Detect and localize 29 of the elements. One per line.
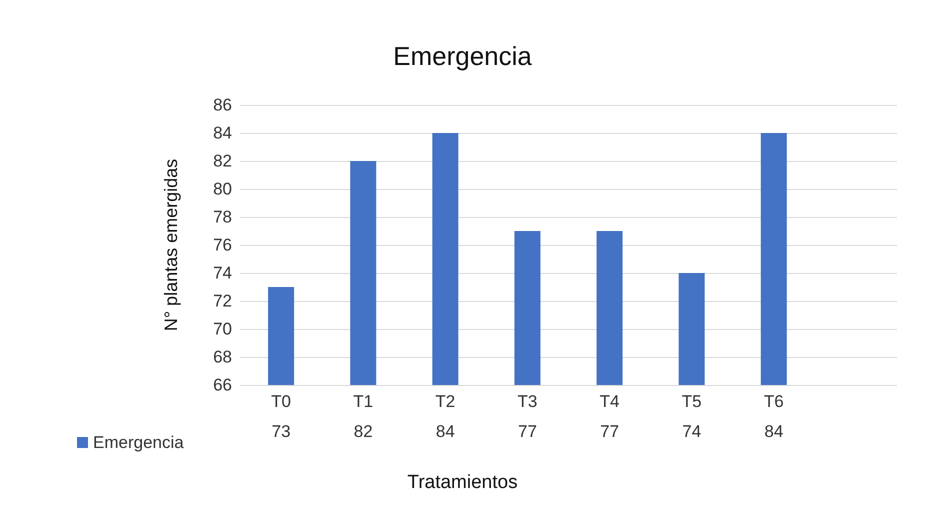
x-tick-label: T3 — [518, 392, 538, 411]
x-tick-label: T4 — [600, 392, 620, 411]
y-axis-title: N° plantas emergidas — [161, 158, 181, 332]
y-tick-label: 66 — [213, 376, 232, 394]
y-tick-label: 70 — [213, 320, 232, 338]
y-tick-label: 76 — [213, 236, 232, 254]
y-tick-label: 86 — [213, 96, 232, 114]
x-axis-title: Tratamientos — [407, 472, 518, 493]
y-tick-label: 84 — [213, 124, 232, 142]
x-tick-label: T5 — [682, 392, 702, 411]
chart-title: Emergencia — [393, 41, 532, 71]
y-tick-label: 68 — [213, 348, 232, 366]
y-tick-label: 80 — [213, 180, 232, 198]
legend-label: Emergencia — [93, 433, 184, 452]
x-tick-label: T1 — [353, 392, 374, 411]
data-label: 77 — [600, 422, 620, 441]
data-label: 82 — [354, 422, 373, 441]
data-label: 77 — [518, 422, 537, 441]
y-tick-label: 74 — [213, 264, 232, 282]
y-tick-label: 78 — [213, 208, 232, 226]
y-tick-label: 82 — [213, 152, 232, 170]
x-tick-label: T2 — [435, 392, 456, 411]
data-label: 74 — [682, 422, 702, 441]
y-tick-label: 72 — [213, 292, 232, 310]
x-tick-label: T0 — [271, 392, 291, 411]
x-tick-label: T6 — [764, 392, 784, 411]
data-label: 73 — [272, 422, 291, 441]
data-label: 84 — [764, 422, 784, 441]
data-label: 84 — [436, 422, 455, 441]
